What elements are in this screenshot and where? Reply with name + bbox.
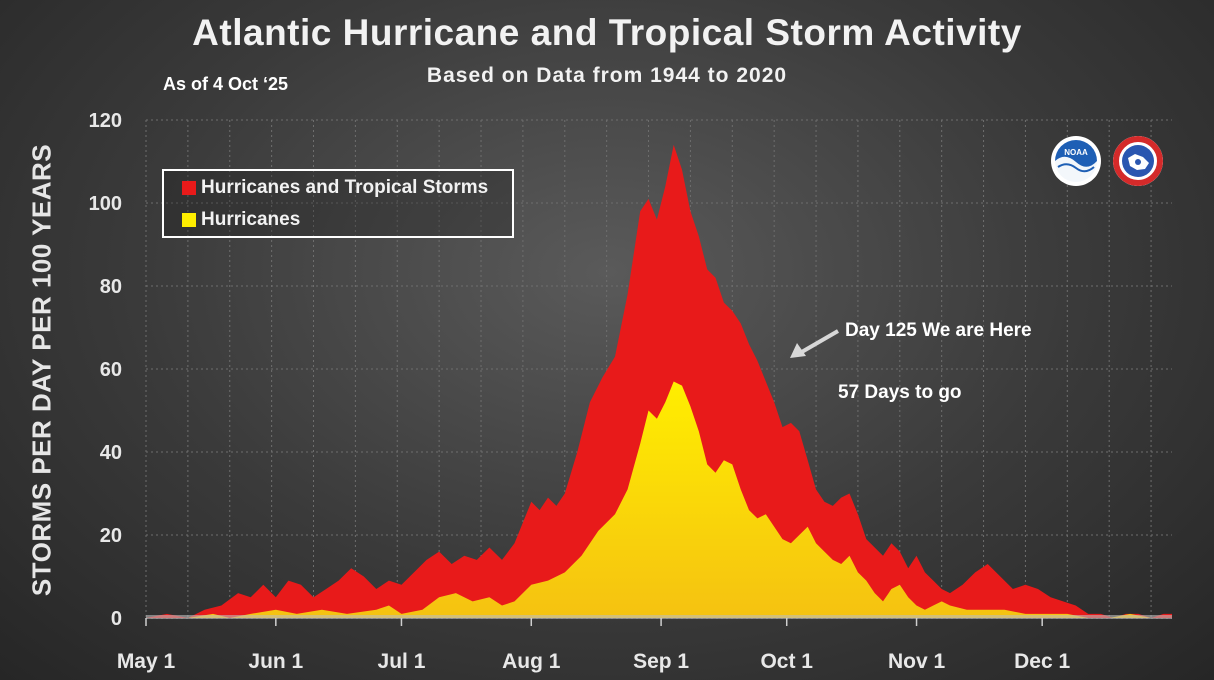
y-tick-label: 60 — [100, 359, 122, 381]
x-tick-label: Jul 1 — [378, 650, 426, 673]
noaa-logo-icon: NOAA — [1051, 136, 1101, 186]
legend-swatch-yellow — [182, 213, 196, 227]
legend-label-hurricanes: Hurricanes — [201, 209, 301, 230]
x-axis-baseline — [146, 615, 1172, 619]
legend-item-all-storms: Hurricanes and Tropical Storms — [182, 177, 488, 199]
x-axis-ticks: May 1 Jun 1 Jul 1 Aug 1 Sep 1 Oct 1 Nov 1 Dec 1 — [117, 618, 1071, 673]
x-tick-label: Sep 1 — [633, 650, 689, 673]
legend-swatch-red — [182, 181, 196, 195]
y-axis-ticks: 0 20 40 60 80 100 120 — [89, 110, 122, 630]
annotation-we-are-here: Day 125 We are Here — [845, 320, 1032, 341]
x-tick-label: Oct 1 — [760, 650, 813, 673]
annotation-arrow-layer — [790, 329, 840, 358]
annotation-arrow-shaft — [798, 329, 840, 355]
chart-legend: Hurricanes and Tropical Storms Hurricane… — [162, 169, 514, 238]
y-tick-label: 20 — [100, 525, 122, 547]
chart-subtitle: Based on Data from 1944 to 2020 — [426, 64, 788, 87]
as-of-date: As of 4 Oct ‘25 — [163, 74, 289, 94]
legend-label-all-storms: Hurricanes and Tropical Storms — [201, 177, 489, 198]
x-tick-label: Aug 1 — [502, 650, 561, 673]
y-tick-label: 0 — [111, 608, 122, 630]
x-tick-label: May 1 — [117, 650, 176, 673]
x-tick-label: Nov 1 — [888, 650, 946, 673]
y-tick-label: 100 — [89, 193, 122, 215]
noaa-logo-text: NOAA — [1064, 148, 1088, 157]
y-tick-label: 80 — [100, 276, 122, 298]
y-tick-label: 40 — [100, 442, 122, 464]
chart-title: Atlantic Hurricane and Tropical Storm Ac… — [192, 12, 1022, 53]
annotation-days-to-go: 57 Days to go — [838, 382, 962, 403]
annotation-arrow-head — [790, 343, 806, 358]
chart-areas — [146, 144, 1172, 619]
area-series-hurricanes — [146, 381, 1172, 618]
x-tick-label: Dec 1 — [1014, 650, 1070, 673]
y-tick-label: 120 — [89, 110, 122, 132]
area-series-all-storms — [146, 144, 1172, 618]
nws-logo-icon — [1113, 136, 1163, 186]
x-tick-label: Jun 1 — [248, 650, 303, 673]
legend-item-hurricanes: Hurricanes — [182, 209, 300, 231]
